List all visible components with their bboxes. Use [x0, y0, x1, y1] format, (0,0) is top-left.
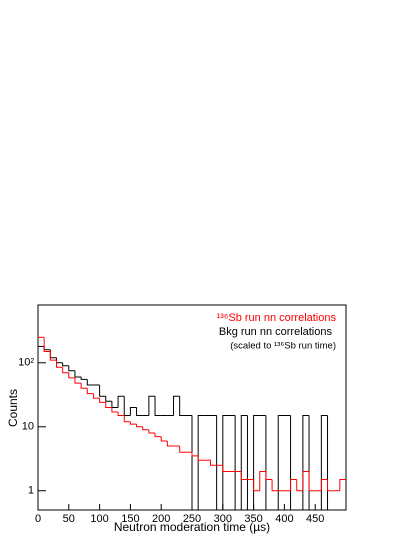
histogram-bin	[259, 470, 266, 491]
histogram-bin	[148, 395, 156, 416]
histogram-bin	[222, 465, 229, 472]
histogram-bin	[234, 415, 242, 511]
histogram-bin	[173, 395, 180, 416]
histogram-bin	[265, 471, 273, 480]
histogram-bin	[271, 479, 279, 492]
histogram-bin	[62, 367, 69, 374]
histogram-bin	[308, 415, 316, 511]
histogram-bin	[191, 415, 199, 511]
histogram-bin	[62, 362, 69, 367]
histogram-bin	[43, 346, 51, 351]
histogram-bin	[99, 398, 106, 403]
histogram-bin	[123, 396, 131, 416]
histogram-bin	[290, 415, 297, 511]
histogram-bin	[209, 460, 217, 466]
histogram-bin	[296, 479, 303, 492]
histogram-bin	[129, 407, 137, 416]
histogram-bin	[265, 415, 273, 511]
histogram-bin	[148, 429, 156, 434]
histogram-bin	[302, 414, 310, 510]
histogram-bin	[136, 407, 143, 416]
histogram-bin	[302, 470, 310, 491]
y-tick-label: 1	[28, 485, 34, 497]
y-tick-label: 10	[22, 421, 34, 433]
x-tick-label: 450	[306, 513, 324, 525]
histogram-bin	[253, 479, 260, 492]
annotation: (scaled to ¹³⁶Sb run time)	[230, 341, 336, 352]
histogram-bin	[86, 379, 94, 386]
x-tick-label: 100	[90, 513, 108, 525]
histogram-bin	[327, 415, 334, 511]
x-tick-label: 200	[152, 513, 170, 525]
histogram-bin	[154, 432, 162, 438]
histogram-bin	[111, 407, 119, 413]
histogram-bin	[327, 479, 334, 492]
histogram-bin	[240, 414, 248, 510]
histogram-bin	[222, 414, 229, 510]
histogram-bin	[339, 478, 346, 491]
y-tick-label: 10²	[18, 357, 34, 369]
legend-entry: ¹³⁶Sb run nn correlations	[217, 312, 337, 324]
histogram-bin	[49, 349, 57, 359]
histogram-bin	[68, 365, 75, 372]
x-tick-label: 300	[214, 513, 232, 525]
histogram-bin	[74, 377, 82, 384]
histogram-bin	[111, 401, 119, 408]
histogram-bin	[55, 360, 63, 368]
x-tick-label: 350	[244, 513, 262, 525]
histogram-bin	[92, 393, 100, 399]
histogram-bin	[290, 478, 297, 491]
histogram-bin	[86, 388, 94, 395]
x-axis-label: Neutron moderation time (µs)	[114, 520, 270, 534]
histogram-bin	[142, 426, 149, 431]
histogram-bin	[99, 384, 106, 397]
histogram-bin	[117, 395, 125, 408]
histogram-bin	[197, 414, 205, 510]
histogram-bin	[166, 440, 174, 447]
x-tick-label: 0	[35, 513, 41, 525]
histogram-bin	[55, 357, 63, 364]
histogram-bin	[80, 376, 88, 380]
histogram-bin	[129, 421, 137, 425]
histogram-bin	[43, 337, 51, 353]
histogram-bin	[154, 396, 162, 416]
legend-entry: Bkg run nn correlations	[219, 326, 333, 338]
x-tick-label: 250	[183, 513, 201, 525]
histogram-bin	[197, 455, 205, 461]
histogram-bin	[179, 396, 186, 416]
histogram-bin	[253, 414, 260, 510]
histogram-bin	[117, 412, 125, 416]
histogram-bin	[216, 415, 223, 511]
histogram-bin	[308, 471, 316, 492]
x-tick-label: 400	[275, 513, 293, 525]
histogram-bin	[277, 414, 285, 510]
histogram-bin	[191, 452, 199, 457]
x-tick-label: 150	[121, 513, 139, 525]
histogram-bin	[246, 415, 254, 511]
histogram-bin	[68, 372, 75, 379]
y-axis-label: Counts	[6, 389, 20, 427]
histogram-bin	[80, 383, 88, 389]
histogram-bin	[240, 471, 248, 480]
histogram-bin	[123, 415, 131, 423]
histogram-bin	[160, 436, 168, 442]
histogram-bin	[179, 446, 186, 453]
histogram-bin	[136, 424, 143, 428]
x-tick-label: 50	[63, 513, 75, 525]
histogram-bin	[320, 478, 328, 491]
histogram-bin	[105, 402, 112, 408]
histogram-bin	[105, 396, 112, 402]
histogram-bin	[74, 370, 82, 378]
histogram-bin	[320, 414, 328, 510]
histogram-bin	[49, 351, 57, 361]
